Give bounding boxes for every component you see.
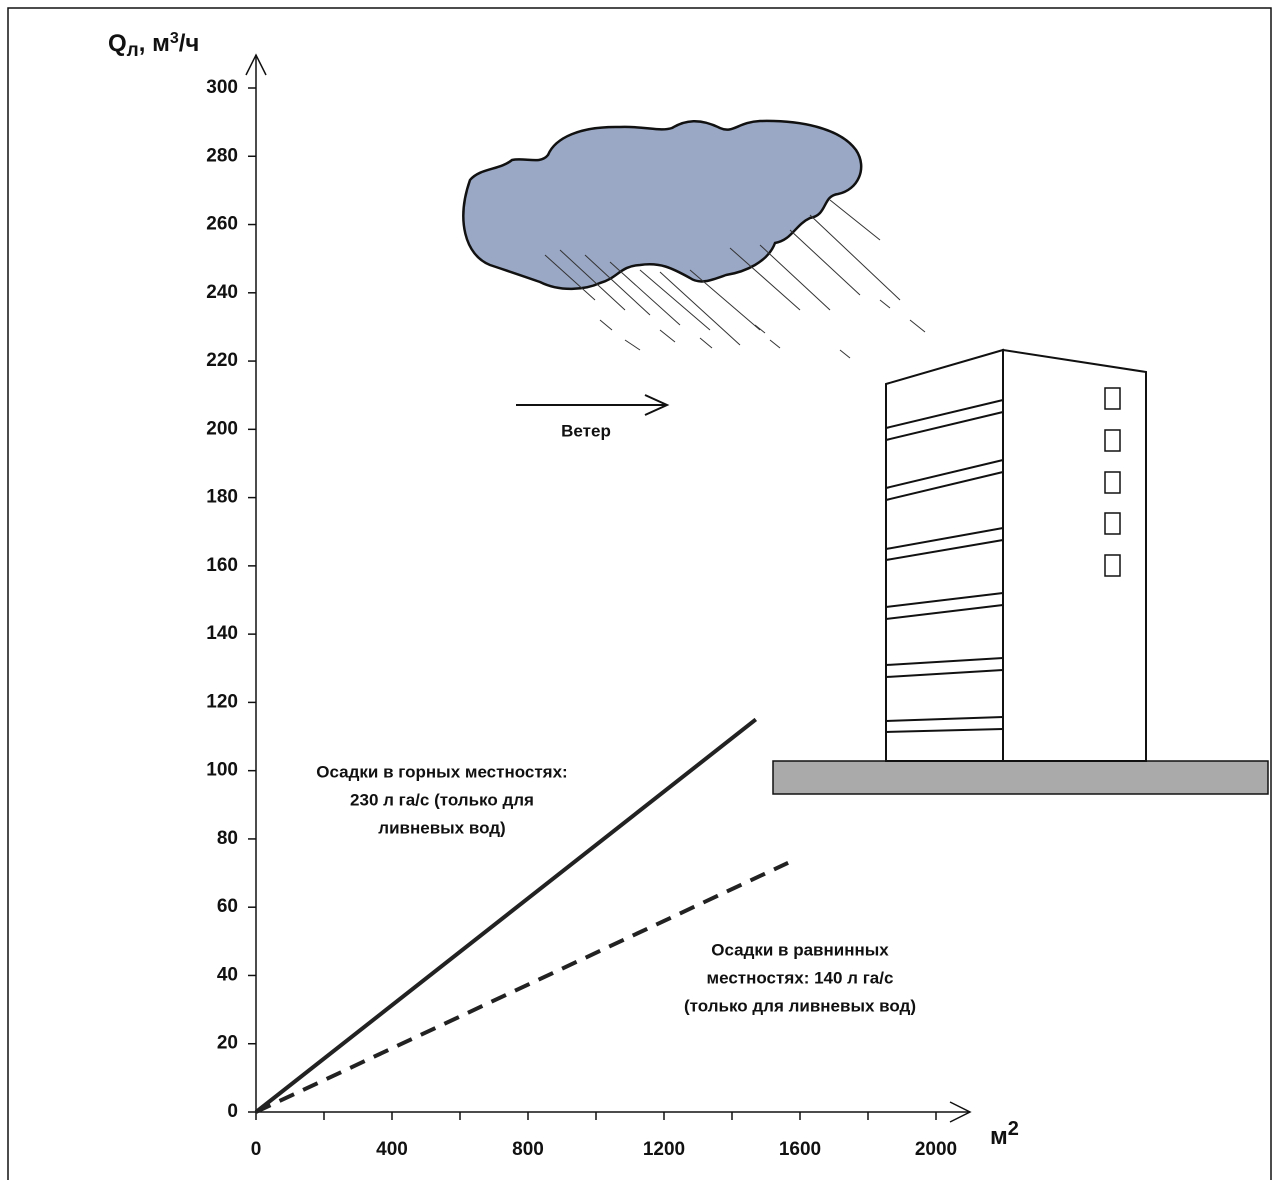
series-line [255,861,789,1114]
y-tick-label: 280 [206,145,238,166]
building-illustration [772,348,1269,795]
y-tick-label: 120 [206,691,238,712]
axes [245,53,972,1123]
y-tick-label: 80 [217,828,238,849]
y-tick-label: 180 [206,487,238,508]
series-label: 230 л га/с (только для [350,790,534,809]
y-tick-label: 0 [227,1101,238,1122]
y-tick-label: 220 [206,350,238,371]
x-tick-label: 1200 [643,1139,685,1160]
series-label: Осадки в горных местностях: [316,762,567,781]
series-label: местностях: 140 л га/с [707,968,894,987]
y-tick-label: 200 [206,418,238,439]
x-axis-label: м2 [990,1118,1019,1150]
frame [7,7,1272,1180]
y-tick-label: 300 [206,77,238,98]
y-axis-label: Qл, м3/ч [108,30,199,61]
x-tick-label: 1600 [779,1139,821,1160]
wind-arrow [516,394,670,416]
y-tick-label: 40 [217,964,238,985]
series-label: Осадки в равнинных [711,940,889,959]
y-tick-label: 60 [217,896,238,917]
y-tick-label: 160 [206,555,238,576]
series-label: (только для ливневых вод) [684,996,916,1015]
y-tick-label: 100 [206,760,238,781]
cloud-illustration [462,119,926,359]
series-line [254,717,758,1114]
y-tick-label: 140 [206,623,238,644]
y-tick-label: 260 [206,214,238,235]
x-tick-label: 0 [251,1139,262,1160]
y-tick-label: 240 [206,282,238,303]
x-tick-label: 800 [512,1139,544,1160]
series-label: ливневых вод) [378,818,505,837]
wind-label: Ветер [561,421,611,440]
y-tick-label: 20 [217,1033,238,1054]
x-tick-label: 2000 [915,1139,957,1160]
x-tick-label: 400 [376,1139,408,1160]
